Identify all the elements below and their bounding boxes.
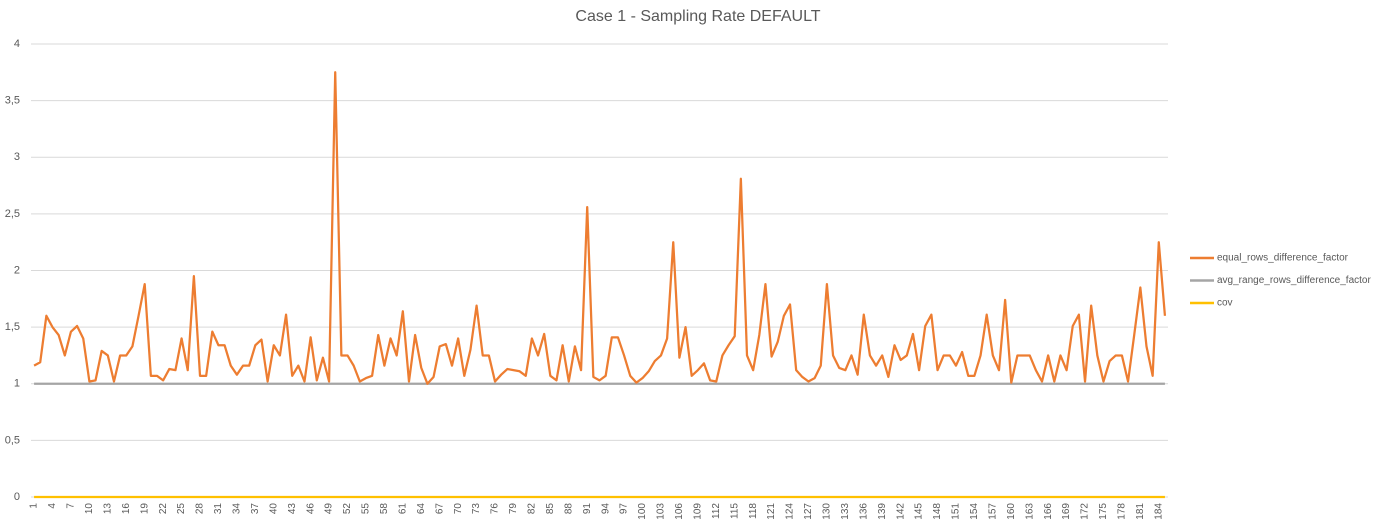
x-tick-label: 139 xyxy=(877,503,888,520)
x-tick-label: 28 xyxy=(195,503,206,515)
x-tick-label: 58 xyxy=(379,503,390,515)
x-tick-label: 157 xyxy=(987,503,998,520)
x-tick-label: 10 xyxy=(84,503,95,515)
x-tick-label: 178 xyxy=(1117,503,1128,520)
y-tick-label: 1 xyxy=(14,378,20,390)
x-tick-label: 34 xyxy=(232,503,243,515)
x-tick-label: 70 xyxy=(453,503,464,515)
x-tick-label: 1 xyxy=(29,503,40,509)
legend-label: cov xyxy=(1217,298,1233,309)
x-tick-label: 13 xyxy=(102,503,113,515)
x-tick-label: 67 xyxy=(434,503,445,515)
x-tick-label: 91 xyxy=(582,503,593,515)
x-tick-label: 73 xyxy=(471,503,482,515)
x-tick-label: 112 xyxy=(711,503,722,519)
x-tick-label: 16 xyxy=(121,503,132,515)
series-line xyxy=(33,71,1167,385)
x-tick-label: 124 xyxy=(785,503,796,520)
x-tick-label: 142 xyxy=(895,503,906,520)
x-tick-label: 148 xyxy=(932,503,943,520)
x-tick-label: 61 xyxy=(397,503,408,515)
x-tick-label: 19 xyxy=(139,503,150,515)
x-tick-label: 76 xyxy=(490,503,501,515)
x-tick-label: 97 xyxy=(619,503,630,515)
legend-label: equal_rows_difference_factor xyxy=(1217,253,1349,264)
y-tick-label: 0 xyxy=(14,491,20,503)
x-tick-label: 88 xyxy=(563,503,574,515)
x-tick-label: 163 xyxy=(1024,503,1035,520)
x-tick-label: 25 xyxy=(176,503,187,515)
y-tick-label: 2 xyxy=(14,264,20,276)
x-tick-label: 118 xyxy=(748,503,759,519)
x-tick-label: 160 xyxy=(1006,503,1017,520)
x-tick-label: 169 xyxy=(1061,503,1072,520)
x-tick-label: 166 xyxy=(1043,503,1054,520)
x-tick-label: 31 xyxy=(213,503,224,515)
x-tick-label: 64 xyxy=(416,503,427,515)
x-tick-label: 40 xyxy=(268,503,279,515)
x-tick-label: 151 xyxy=(951,503,962,520)
x-tick-label: 43 xyxy=(287,503,298,515)
y-tick-label: 3 xyxy=(14,151,20,163)
chart-title: Case 1 - Sampling Rate DEFAULT xyxy=(575,8,820,25)
x-tick-label: 37 xyxy=(250,503,261,515)
x-tick-label: 115 xyxy=(729,503,740,519)
x-tick-label: 49 xyxy=(324,503,335,515)
x-tick-label: 7 xyxy=(66,503,77,509)
y-tick-label: 1,5 xyxy=(5,321,20,333)
x-tick-label: 184 xyxy=(1153,503,1164,520)
x-tick-label: 109 xyxy=(692,503,703,520)
x-tick-label: 130 xyxy=(822,503,833,520)
x-tick-label: 154 xyxy=(969,503,980,520)
x-tick-label: 103 xyxy=(656,503,667,520)
x-tick-label: 82 xyxy=(527,503,538,515)
x-tick-label: 145 xyxy=(914,503,925,520)
x-tick-label: 127 xyxy=(803,503,814,520)
y-tick-label: 4 xyxy=(14,38,20,50)
x-tick-label: 46 xyxy=(305,503,316,515)
x-tick-label: 22 xyxy=(158,503,169,515)
legend-label: avg_range_rows_difference_factor xyxy=(1217,275,1371,286)
x-tick-label: 133 xyxy=(840,503,851,520)
x-tick-label: 106 xyxy=(674,503,685,520)
y-tick-label: 3,5 xyxy=(5,95,20,107)
x-tick-label: 181 xyxy=(1135,503,1146,520)
x-tick-label: 172 xyxy=(1080,503,1091,520)
y-tick-label: 0,5 xyxy=(5,434,20,446)
x-tick-label: 175 xyxy=(1098,503,1109,520)
x-tick-label: 79 xyxy=(508,503,519,515)
y-tick-label: 2,5 xyxy=(5,208,20,220)
x-tick-label: 85 xyxy=(545,503,556,515)
x-tick-label: 55 xyxy=(361,503,372,515)
x-tick-label: 136 xyxy=(858,503,869,520)
x-tick-label: 100 xyxy=(637,503,648,520)
x-tick-label: 52 xyxy=(342,503,353,515)
x-tick-label: 4 xyxy=(47,503,58,509)
x-tick-label: 94 xyxy=(600,503,611,515)
x-tick-label: 121 xyxy=(766,503,777,520)
